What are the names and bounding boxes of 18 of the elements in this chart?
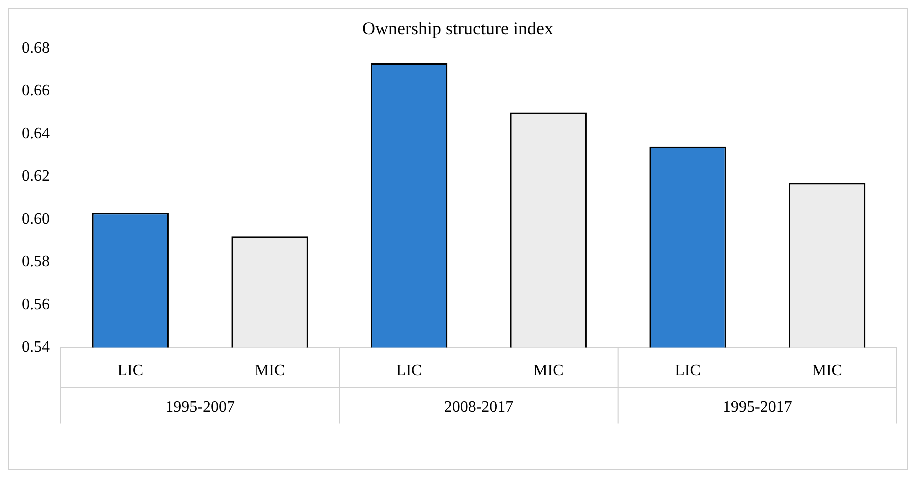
x-tick-label: LIC xyxy=(396,362,422,380)
text: 1995-2017 xyxy=(723,399,792,416)
y-tick-label: 0.68 xyxy=(22,40,50,57)
y-tick-label: 0.56 xyxy=(22,296,50,314)
x-tick-label: LIC xyxy=(118,362,144,380)
x-tick-label: MIC xyxy=(812,362,842,380)
x-tick-label: MIC xyxy=(534,362,564,380)
x-tick-label: MIC xyxy=(254,362,286,380)
y-tick-label: 0.60 xyxy=(22,210,50,228)
x-tick-label: LIC xyxy=(675,362,701,380)
y-tick-label: 0.66 xyxy=(22,82,50,100)
chart-title: Ownership structure index xyxy=(362,18,554,39)
y-tick-label: 0.54 xyxy=(22,339,50,356)
y-tick-label: 0.58 xyxy=(22,254,50,271)
y-tick-label: 0.64 xyxy=(22,125,50,142)
text: 2008-2017 xyxy=(444,399,514,416)
text: 1995-2007 xyxy=(166,399,235,416)
y-tick-label: 0.62 xyxy=(22,168,50,186)
